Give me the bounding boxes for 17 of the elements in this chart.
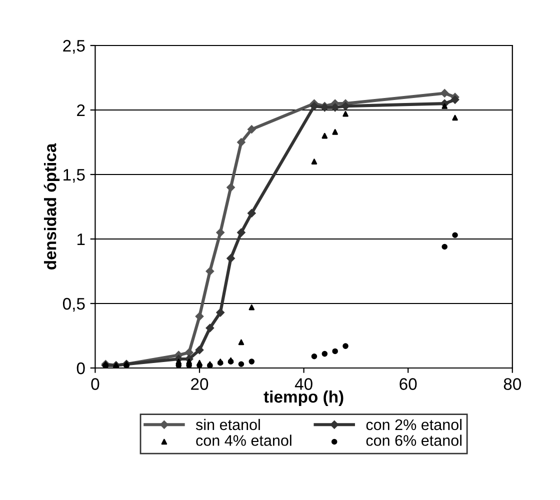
- x-tick-label: 60: [400, 378, 417, 390]
- y-tick-label: 1,5: [64, 169, 85, 183]
- legend-label: con 4% etanol: [196, 434, 292, 446]
- x-tick-label: 20: [191, 378, 208, 390]
- legend-label: con 6% etanol: [366, 434, 462, 446]
- y-axis-title: densidad óptica: [44, 143, 60, 270]
- y-tick-label: 0,5: [62, 298, 85, 312]
- legend-label: con 2% etanol: [366, 418, 462, 430]
- y-tick-label: 2: [77, 104, 85, 116]
- legend-label: sin etanol: [196, 418, 260, 430]
- x-tick-label: 80: [504, 378, 522, 390]
- y-tick-label: 1: [77, 234, 85, 246]
- x-axis-title: tiempo (h): [264, 390, 344, 406]
- x-tick-label: 40: [294, 378, 312, 390]
- y-tick-label: 2,5: [63, 40, 85, 54]
- x-tick-label: 0: [91, 378, 100, 390]
- y-tick-label: 0: [76, 362, 85, 374]
